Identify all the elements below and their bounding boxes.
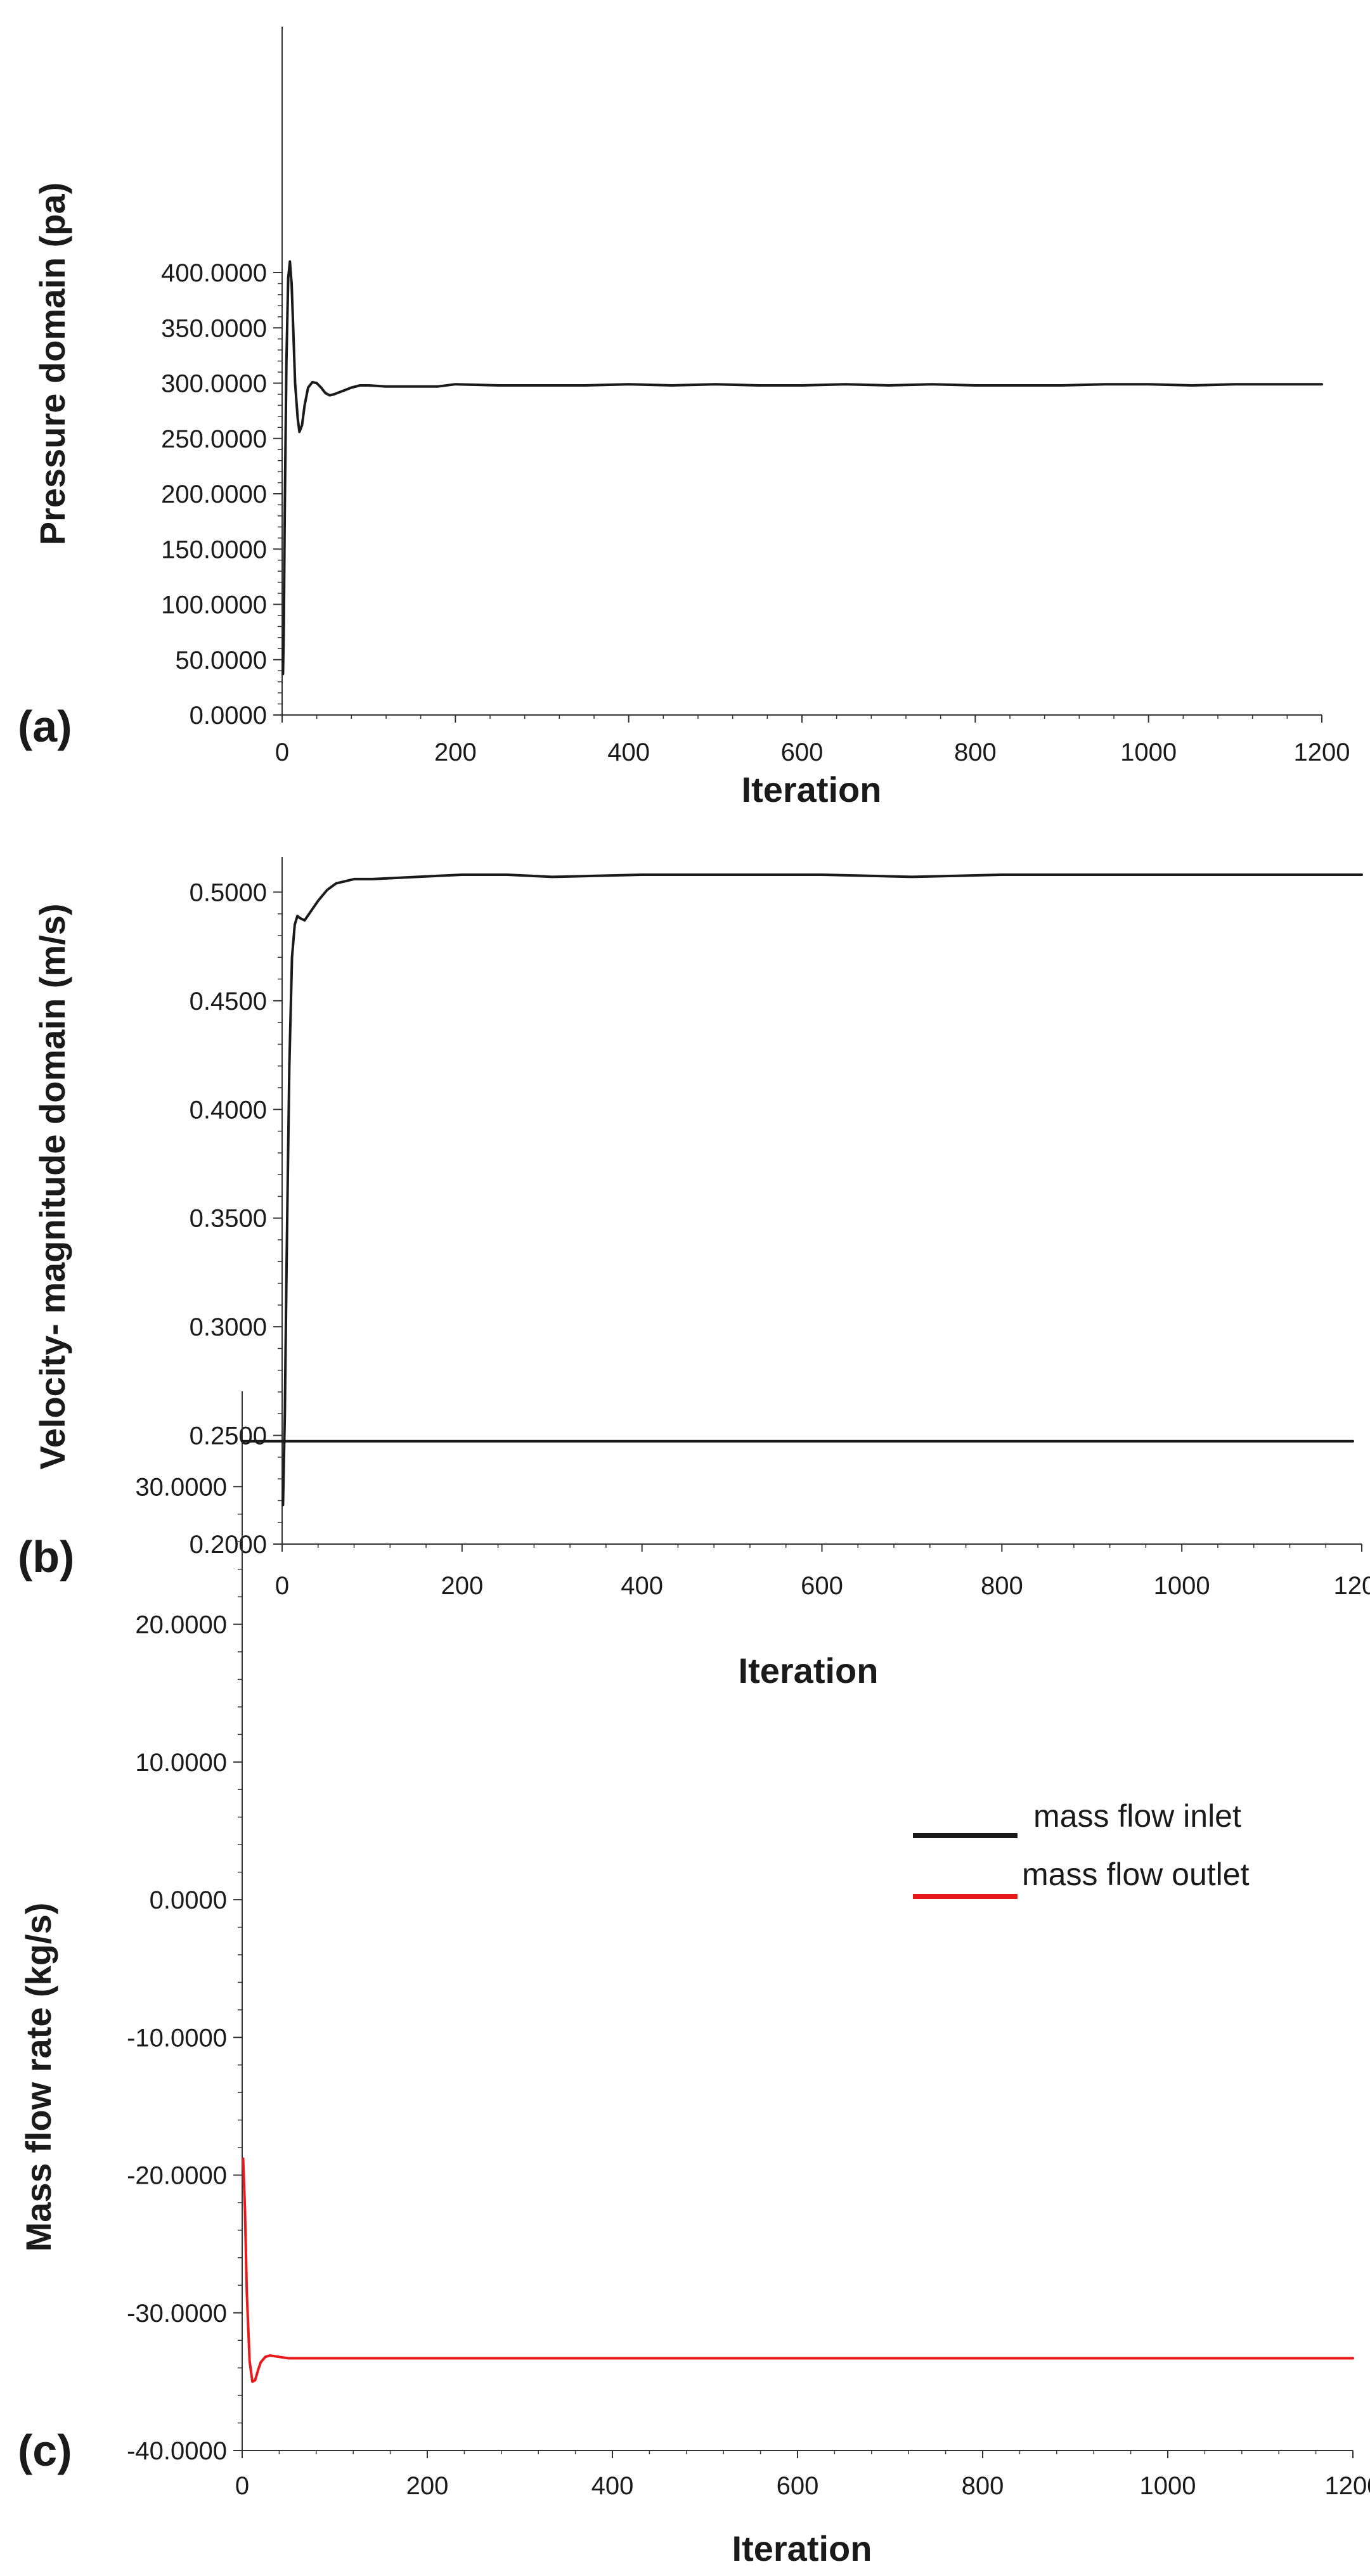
- legend-label-outlet: mass flow outlet: [1022, 1857, 1250, 1892]
- panel-c-x-tick-label: 600: [777, 2472, 819, 2500]
- panel-a-y-tick-label: 200.0000: [161, 480, 267, 508]
- panel-a-y-tick-label: 250.0000: [161, 425, 267, 453]
- panel-b-letter: (b): [18, 1532, 74, 1581]
- panel-a-x-tick-label: 800: [954, 738, 997, 766]
- panel-a-y-tick-label: 400.0000: [161, 259, 267, 287]
- panel-c-x-tick-label: 0: [235, 2472, 249, 2500]
- panel-a-x-tick-label: 0: [275, 738, 289, 766]
- legend: mass flow inlet mass flow outlet: [913, 1798, 1250, 1899]
- panel-c-x-tick-label: 1200: [1325, 2472, 1370, 2500]
- panel-c-y-tick-label: -30.0000: [127, 2300, 227, 2328]
- panel-a-x-tick-label: 1200: [1294, 738, 1350, 766]
- panel-c-series-2-line: [242, 2157, 1354, 2383]
- panel-a-x-tick-label: 600: [781, 738, 824, 766]
- panel-a-y-tick-label: 350.0000: [161, 314, 267, 342]
- panel-a-x-tick-label: 200: [434, 738, 477, 766]
- panel-c-x-tick-label: 1000: [1140, 2472, 1196, 2500]
- panel-b-x-tick-label: 0: [275, 1572, 289, 1600]
- panel-c-y-tick-label: -40.0000: [127, 2437, 227, 2465]
- panel-b-y-tick-label: 0.5000: [190, 879, 267, 906]
- panel-c-ylabel: Mass flow rate (kg/s): [18, 1903, 58, 2252]
- panel-a-series-1-line: [281, 260, 1323, 676]
- panel-c-letter: (c): [18, 2426, 72, 2475]
- panel-a-y-tick-label: 300.0000: [161, 370, 267, 398]
- panel-b-x-tick-label: 600: [801, 1572, 843, 1600]
- panel-b-y-tick-label: 0.4000: [190, 1096, 267, 1124]
- panel-a-y-tick-label: 0.0000: [190, 702, 267, 730]
- panel-b-xlabel: Iteration: [739, 1651, 879, 1690]
- panel-c-y-tick-label: 10.0000: [135, 1749, 227, 1777]
- panel-b-y-tick-label: 0.3500: [190, 1205, 267, 1233]
- panel-c-y-tick-label: 0.0000: [150, 1886, 227, 1914]
- panel-b: (b) Iteration Velocity- magnitude domain…: [18, 857, 1370, 1690]
- panel-a-y-tick-label: 100.0000: [161, 591, 267, 619]
- panel-b-series-1-line: [281, 873, 1363, 1507]
- panel-b-x-tick-label: 200: [441, 1572, 483, 1600]
- panel-b-plot: 0 200 400 600 800 1000 1200 0.2000 0.2500 0.3000 0…: [190, 857, 1370, 1600]
- panel-b-y-tick-label: 0.4500: [190, 988, 267, 1015]
- panel-b-x-tick-label: 400: [621, 1572, 663, 1600]
- panel-c-y-tick-label: -20.0000: [127, 2162, 227, 2190]
- panel-c-y-tick-label: 30.0000: [135, 1473, 227, 1501]
- panel-b-x-tick-label: 1200: [1334, 1572, 1370, 1600]
- panel-a: (a) Iteration Pressure domain (pa) 0 200 4…: [18, 27, 1350, 809]
- panel-a-plot: 0 200 400 600 800 1000 1200 0.0000 50.0000 100.00…: [161, 27, 1350, 766]
- panel-a-xlabel: Iteration: [742, 770, 882, 809]
- panel-b-x-tick-label: 800: [981, 1572, 1023, 1600]
- panel-b-y-tick-label: 0.2500: [190, 1422, 267, 1450]
- panel-c-x-tick-label: 200: [406, 2472, 449, 2500]
- panel-b-y-tick-label: 0.2000: [190, 1531, 267, 1559]
- legend-label-inlet: mass flow inlet: [1033, 1798, 1241, 1834]
- panel-c: (c) Iteration Mass flow rate (kg/s) 0 200…: [18, 1391, 1370, 2568]
- panel-c-xlabel: Iteration: [732, 2528, 872, 2568]
- panel-c-x-tick-label: 400: [591, 2472, 634, 2500]
- panel-b-ylabel: Velocity- magnitude domain (m/s): [32, 903, 72, 1469]
- panel-c-plot: 0 200 400 600 800 1000 1200 -40.0000 -30.0000 -20…: [127, 1391, 1370, 2500]
- panel-c-y-tick-label: 20.0000: [135, 1611, 227, 1639]
- panel-a-x-tick-label: 400: [607, 738, 650, 766]
- panel-c-x-tick-label: 800: [962, 2472, 1004, 2500]
- panel-a-y-tick-label: 50.0000: [175, 647, 267, 674]
- panel-b-x-tick-label: 1000: [1154, 1572, 1210, 1600]
- panel-b-y-tick-label: 0.3000: [190, 1313, 267, 1341]
- panel-a-y-tick-label: 150.0000: [161, 536, 267, 564]
- panel-a-ylabel: Pressure domain (pa): [32, 183, 72, 546]
- panel-a-x-tick-label: 1000: [1120, 738, 1177, 766]
- panel-c-y-tick-label: -10.0000: [127, 2024, 227, 2052]
- panel-a-letter: (a): [18, 702, 72, 751]
